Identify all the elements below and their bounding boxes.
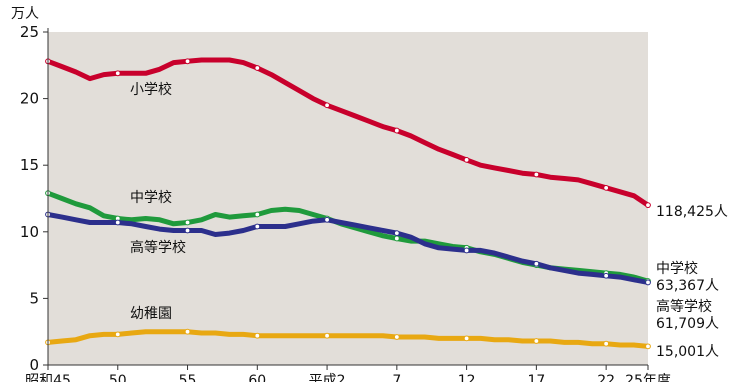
series-point-3: [393, 334, 400, 340]
series-point-2: [603, 272, 610, 279]
x-tick-label: 22: [597, 373, 615, 382]
end-label-junior-high-value: 63,367人: [656, 278, 719, 294]
series-point-2: [184, 227, 191, 234]
series-point-0: [324, 102, 330, 109]
x-tick-label: 昭和45: [25, 373, 71, 382]
end-label-junior-high-name: 中学校: [656, 260, 698, 277]
series-point-3: [184, 328, 191, 335]
x-tick-label: 12: [458, 373, 476, 382]
series-point-2: [254, 223, 261, 230]
y-tick-label: 20: [20, 90, 39, 108]
y-tick-label: 25: [20, 23, 39, 41]
series-label-kindergarten: 幼稚園: [130, 306, 172, 322]
series-point-0: [533, 171, 540, 178]
series-point-1: [184, 219, 191, 226]
y-axis-unit-label: 万人: [11, 6, 39, 22]
series-point-2: [533, 260, 540, 267]
series-point-3: [254, 332, 261, 339]
series-point-0: [645, 202, 651, 209]
series-point-2: [324, 216, 330, 223]
series-line-2: [45, 212, 651, 285]
series-point-0: [114, 70, 121, 77]
series-point-0: [254, 65, 261, 71]
series-point-1: [393, 235, 400, 242]
x-tick-label: 平成2: [309, 373, 346, 382]
x-tick-label: 7: [392, 373, 401, 382]
plot-area: [48, 32, 648, 365]
series-label-elementary: 小学校: [130, 81, 172, 98]
series-point-3: [114, 331, 121, 338]
end-label-elementary: 118,425人: [656, 204, 728, 220]
series-point-2: [114, 219, 121, 226]
series-point-3: [645, 343, 651, 350]
series-point-2: [463, 247, 470, 254]
series-point-3: [603, 340, 610, 347]
x-tick-label: 55: [179, 373, 197, 382]
series-point-3: [463, 335, 470, 342]
series-line-0: [45, 57, 651, 208]
series-point-3: [324, 332, 330, 339]
series-point-3: [533, 338, 540, 344]
series-point-0: [603, 184, 610, 191]
series-point-2: [393, 230, 400, 237]
series-label-junior-high: 中学校: [130, 189, 172, 206]
series-point-1: [254, 211, 261, 218]
end-label-high-school-value: 61,709人: [656, 316, 719, 332]
end-label-high-school-name: 高等学校: [656, 298, 712, 315]
x-tick-label: 60: [248, 373, 266, 382]
series-point-0: [463, 156, 470, 163]
x-tick-label: 17: [527, 373, 545, 382]
series-label-high-school: 高等学校: [130, 239, 186, 256]
y-tick-label: 10: [20, 223, 39, 241]
y-tick-label: 0: [29, 356, 39, 374]
y-tick-label: 15: [20, 156, 39, 174]
y-tick-label: 5: [29, 289, 39, 307]
series-line-3: [45, 329, 651, 349]
series-point-2: [645, 279, 651, 286]
x-tick-label: 25年度: [625, 373, 671, 382]
series-point-0: [393, 127, 400, 134]
series-point-0: [184, 58, 191, 65]
end-label-kindergarten: 15,001人: [656, 344, 719, 360]
x-tick-label: 50: [109, 373, 127, 382]
